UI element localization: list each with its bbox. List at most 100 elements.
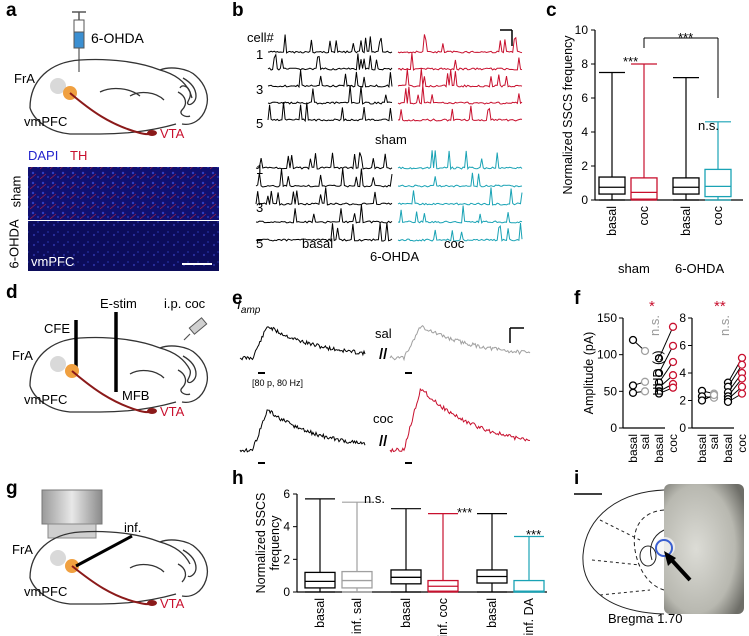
label-fra-d: FrA [12,348,33,363]
pair-line [727,393,743,403]
y-tick-label: 2 [283,552,290,566]
category-label: inf. DA [522,597,536,635]
coronal-atlas-outline [582,489,665,615]
iamp-letter: I [237,296,241,312]
panel-letter-b: b [232,0,244,21]
y-tick-label: 2 [679,394,686,408]
y-tick-label: 4 [581,125,588,139]
panel-letter-c: c [546,0,557,21]
pair-line [632,339,646,352]
data-point-before [723,392,733,401]
label-vmpfc-a: vmPFC [24,114,68,129]
data-point-before [654,354,664,363]
y-tick-label: 10 [575,23,589,37]
pair-line [701,395,715,399]
box-iqr [304,571,336,589]
data-point-before [723,388,733,397]
category-label: basal [485,598,499,628]
y-tick-label: 0 [581,193,588,207]
category-label: basal [679,206,693,236]
cell-number-3-top: 3 [256,82,264,97]
sig-bracket-label-c: *** [678,30,694,45]
box-iqr [476,569,508,584]
calcium-trace [267,102,393,123]
sig-ns-c: n.s. [698,118,719,133]
calcium-trace [255,168,393,188]
sig-coc-sham-c: *** [623,54,639,69]
data-point-after [709,390,719,400]
panel-letter-d: d [6,282,18,303]
data-point-before [628,335,638,345]
data-point-after [737,360,747,369]
box-iqr [704,168,732,198]
ip-syringe-icon [183,317,208,341]
category-label: coc [637,206,651,225]
calcium-trace [267,52,393,71]
fra-region [50,78,66,94]
panel-letter-i: i [574,468,580,489]
data-point-before [723,394,733,404]
data-point-after [737,382,747,391]
category-label: basal [626,434,640,463]
label-iamp: Iamp [237,296,260,316]
sig-star-f-hhd: ** [714,298,726,315]
data-point-after [640,377,650,386]
data-point-before [697,396,707,405]
calcium-trace [397,68,523,88]
vmpfc-region [63,86,77,100]
panel-letter-a: a [6,0,17,21]
category-label: basal [695,434,709,463]
label-break-top: // [379,346,388,363]
data-point-before [654,389,664,398]
y-axis-label: Amplitude (pA) [582,332,596,415]
sig-ns-f-amp: n.s. [646,315,662,336]
stain-th-label: TH [70,148,88,163]
pair-line [727,357,743,383]
panel-letter-g: g [6,478,18,499]
y-tick-label: 2 [581,159,588,173]
calcium-trace [255,152,393,170]
data-point-before [723,382,733,391]
pair-line [727,372,743,393]
drug-label-6ohda: 6-OHDA [91,30,144,46]
category-label: coc [735,434,749,453]
label-vta-d: VTA [160,404,185,419]
calcium-trace [397,85,523,105]
group-label-6ohda-c: 6-OHDA [675,261,725,276]
pair-line [658,361,674,383]
cell-number-1-bottom: 1 [256,162,264,177]
box-iqr [672,177,700,195]
label-vta-g: VTA [160,596,185,611]
amperometric-trace [239,409,366,453]
row-label-sham: sham [8,175,24,208]
calcium-trace [267,85,393,105]
calcium-trace [397,34,523,54]
pair-line [727,386,743,400]
group-label-sham-c: sham [618,261,650,276]
pair-line [632,381,646,386]
calcium-trace [397,172,523,188]
box-iqr [427,579,459,592]
arrow-icon [664,551,692,582]
y-tick-label: 0 [679,421,686,435]
category-label: basal [399,598,413,628]
data-point-before [697,392,707,401]
data-point-before [654,387,664,396]
data-point-after [737,389,747,398]
sig-star-f-amp: * [649,298,655,315]
y-axis-label: HHD (s) [651,350,665,395]
data-point-after [668,357,678,367]
calcium-trace [267,70,393,89]
sig-ns-f-hhd: n.s. [716,315,732,336]
category-label: coc [711,206,725,225]
pair-line [658,383,674,392]
category-label: inf. coc [436,598,450,636]
panel-letter-e: e [232,288,243,309]
amperometric-trace [389,387,531,453]
